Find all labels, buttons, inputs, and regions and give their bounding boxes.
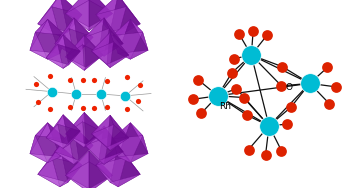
Point — [229, 71, 235, 74]
Point — [288, 106, 294, 109]
Point — [104, 106, 110, 109]
Point — [246, 148, 251, 151]
Point — [307, 82, 313, 85]
Point — [333, 85, 339, 88]
Point — [73, 92, 79, 96]
Point — [236, 32, 242, 35]
Point — [280, 65, 285, 68]
Point — [47, 108, 53, 111]
Point — [80, 78, 86, 81]
Text: Rh: Rh — [219, 102, 232, 111]
Point — [195, 78, 201, 81]
Point — [326, 102, 332, 105]
Point — [264, 33, 270, 36]
Point — [35, 100, 41, 103]
Point — [325, 66, 330, 69]
Point — [33, 82, 39, 85]
Point — [215, 94, 221, 97]
Point — [49, 90, 55, 93]
Point — [190, 98, 196, 101]
Point — [279, 149, 284, 152]
Point — [263, 154, 268, 157]
Point — [234, 87, 239, 90]
Point — [98, 92, 104, 96]
Point — [104, 79, 110, 82]
Point — [122, 94, 128, 97]
Point — [47, 75, 53, 78]
Point — [241, 96, 246, 99]
Point — [67, 78, 73, 81]
Point — [249, 54, 254, 57]
Point — [91, 107, 97, 110]
Point — [137, 83, 143, 86]
Point — [244, 114, 250, 117]
Point — [91, 78, 97, 81]
Point — [80, 107, 86, 110]
Text: O: O — [286, 83, 293, 92]
Point — [136, 100, 141, 103]
Point — [232, 57, 237, 60]
Point — [266, 124, 272, 127]
Point — [124, 76, 130, 79]
Point — [67, 106, 73, 109]
Point — [250, 30, 256, 33]
Point — [279, 84, 284, 87]
Point — [198, 112, 204, 115]
Point — [124, 108, 130, 111]
Point — [285, 123, 290, 126]
